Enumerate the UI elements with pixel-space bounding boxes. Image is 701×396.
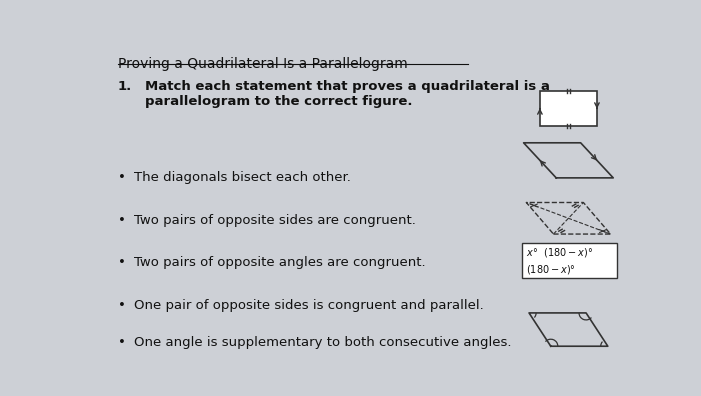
Text: •: • — [118, 171, 125, 184]
Text: $(180-x)°$: $(180-x)°$ — [526, 263, 576, 276]
Text: •: • — [118, 214, 125, 227]
Text: The diagonals bisect each other.: The diagonals bisect each other. — [134, 171, 350, 184]
Text: Match each statement that proves a quadrilateral is a
parallelogram to the corre: Match each statement that proves a quadr… — [144, 80, 550, 108]
Text: Two pairs of opposite sides are congruent.: Two pairs of opposite sides are congruen… — [134, 214, 416, 227]
Text: Two pairs of opposite angles are congruent.: Two pairs of opposite angles are congrue… — [134, 256, 426, 269]
Text: Proving a Quadrilateral Is a Parallelogram: Proving a Quadrilateral Is a Parallelogr… — [118, 57, 407, 70]
Text: 1.: 1. — [118, 80, 132, 93]
Text: •: • — [118, 299, 125, 312]
Bar — [522, 243, 618, 278]
Text: $x°\ \ (180-x)°$: $x°\ \ (180-x)°$ — [526, 246, 593, 259]
Text: •: • — [118, 336, 125, 348]
Text: One angle is supplementary to both consecutive angles.: One angle is supplementary to both conse… — [134, 336, 511, 348]
Bar — [540, 91, 597, 126]
Text: One pair of opposite sides is congruent and parallel.: One pair of opposite sides is congruent … — [134, 299, 484, 312]
Text: •: • — [118, 256, 125, 269]
